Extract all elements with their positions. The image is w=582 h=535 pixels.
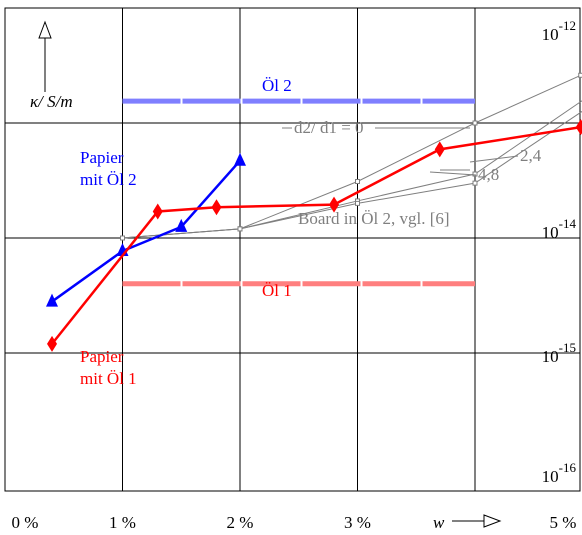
data-point-4-8 <box>472 180 478 186</box>
data-point-d2-d1-0 <box>472 120 478 126</box>
x-tick-label: 2 % <box>227 513 254 532</box>
label-papier-oel1: Papier mit Öl 1 <box>80 347 137 388</box>
data-point-papier-mit-l-1 <box>47 335 57 352</box>
label-papier-oel2: Papier mit Öl 2 <box>80 148 137 189</box>
y-tick-label: 10-16 <box>542 460 577 486</box>
data-point-4-8 <box>237 226 243 232</box>
x-tick-label: 3 % <box>344 513 371 532</box>
y-tick-label: 10-15 <box>542 340 576 366</box>
label-oel1: Öl 1 <box>262 281 292 300</box>
label-board: Board in Öl 2, vgl. [6] <box>298 209 450 228</box>
x-tick-label: 1 % <box>109 513 136 532</box>
y-tick-label: 10-12 <box>542 18 576 44</box>
data-point-d2-d1-0 <box>355 178 360 184</box>
annotation-leaders <box>282 127 519 176</box>
label-oel2: Öl 2 <box>262 76 292 95</box>
x-axis-label: w <box>433 513 445 532</box>
data-point-2-4 <box>472 171 478 177</box>
data-point-papier-mit-l-1 <box>211 199 222 216</box>
x-tick-label: 0 % <box>12 513 39 532</box>
series-layer <box>46 72 582 352</box>
data-point-4-8 <box>120 235 125 241</box>
label-d-ratio: d2/ d1 = 0 <box>294 118 364 137</box>
x-tick-label: 5 % <box>550 513 577 532</box>
grid <box>4 7 581 492</box>
data-point-d2-d1-0 <box>578 72 582 78</box>
data-point-papier-mit-l-1 <box>329 196 339 213</box>
data-point-papier-mit-l-1 <box>575 119 582 136</box>
label-4-8: 4,8 <box>478 165 499 184</box>
data-point-papier-mit-l-2 <box>234 152 246 166</box>
data-point-4-8 <box>355 200 360 206</box>
series-line-papier-mit-l-2 <box>51 159 241 303</box>
plot-frame <box>4 7 581 492</box>
series-line-papier-mit-l-1 <box>51 125 581 345</box>
data-point-papier-mit-l-1 <box>434 141 445 158</box>
data-point-papier-mit-l-2 <box>175 218 188 232</box>
label-2-4: 2,4 <box>520 146 542 165</box>
y-tick-label: 10-14 <box>542 216 577 242</box>
x-axis-arrow <box>452 514 502 528</box>
oil-bands <box>122 98 475 287</box>
y-axis-label: κ/ S/m <box>30 92 73 111</box>
y-axis-arrow <box>38 20 52 92</box>
data-point-papier-mit-l-2 <box>46 293 58 307</box>
data-point-papier-mit-l-1 <box>152 203 163 220</box>
